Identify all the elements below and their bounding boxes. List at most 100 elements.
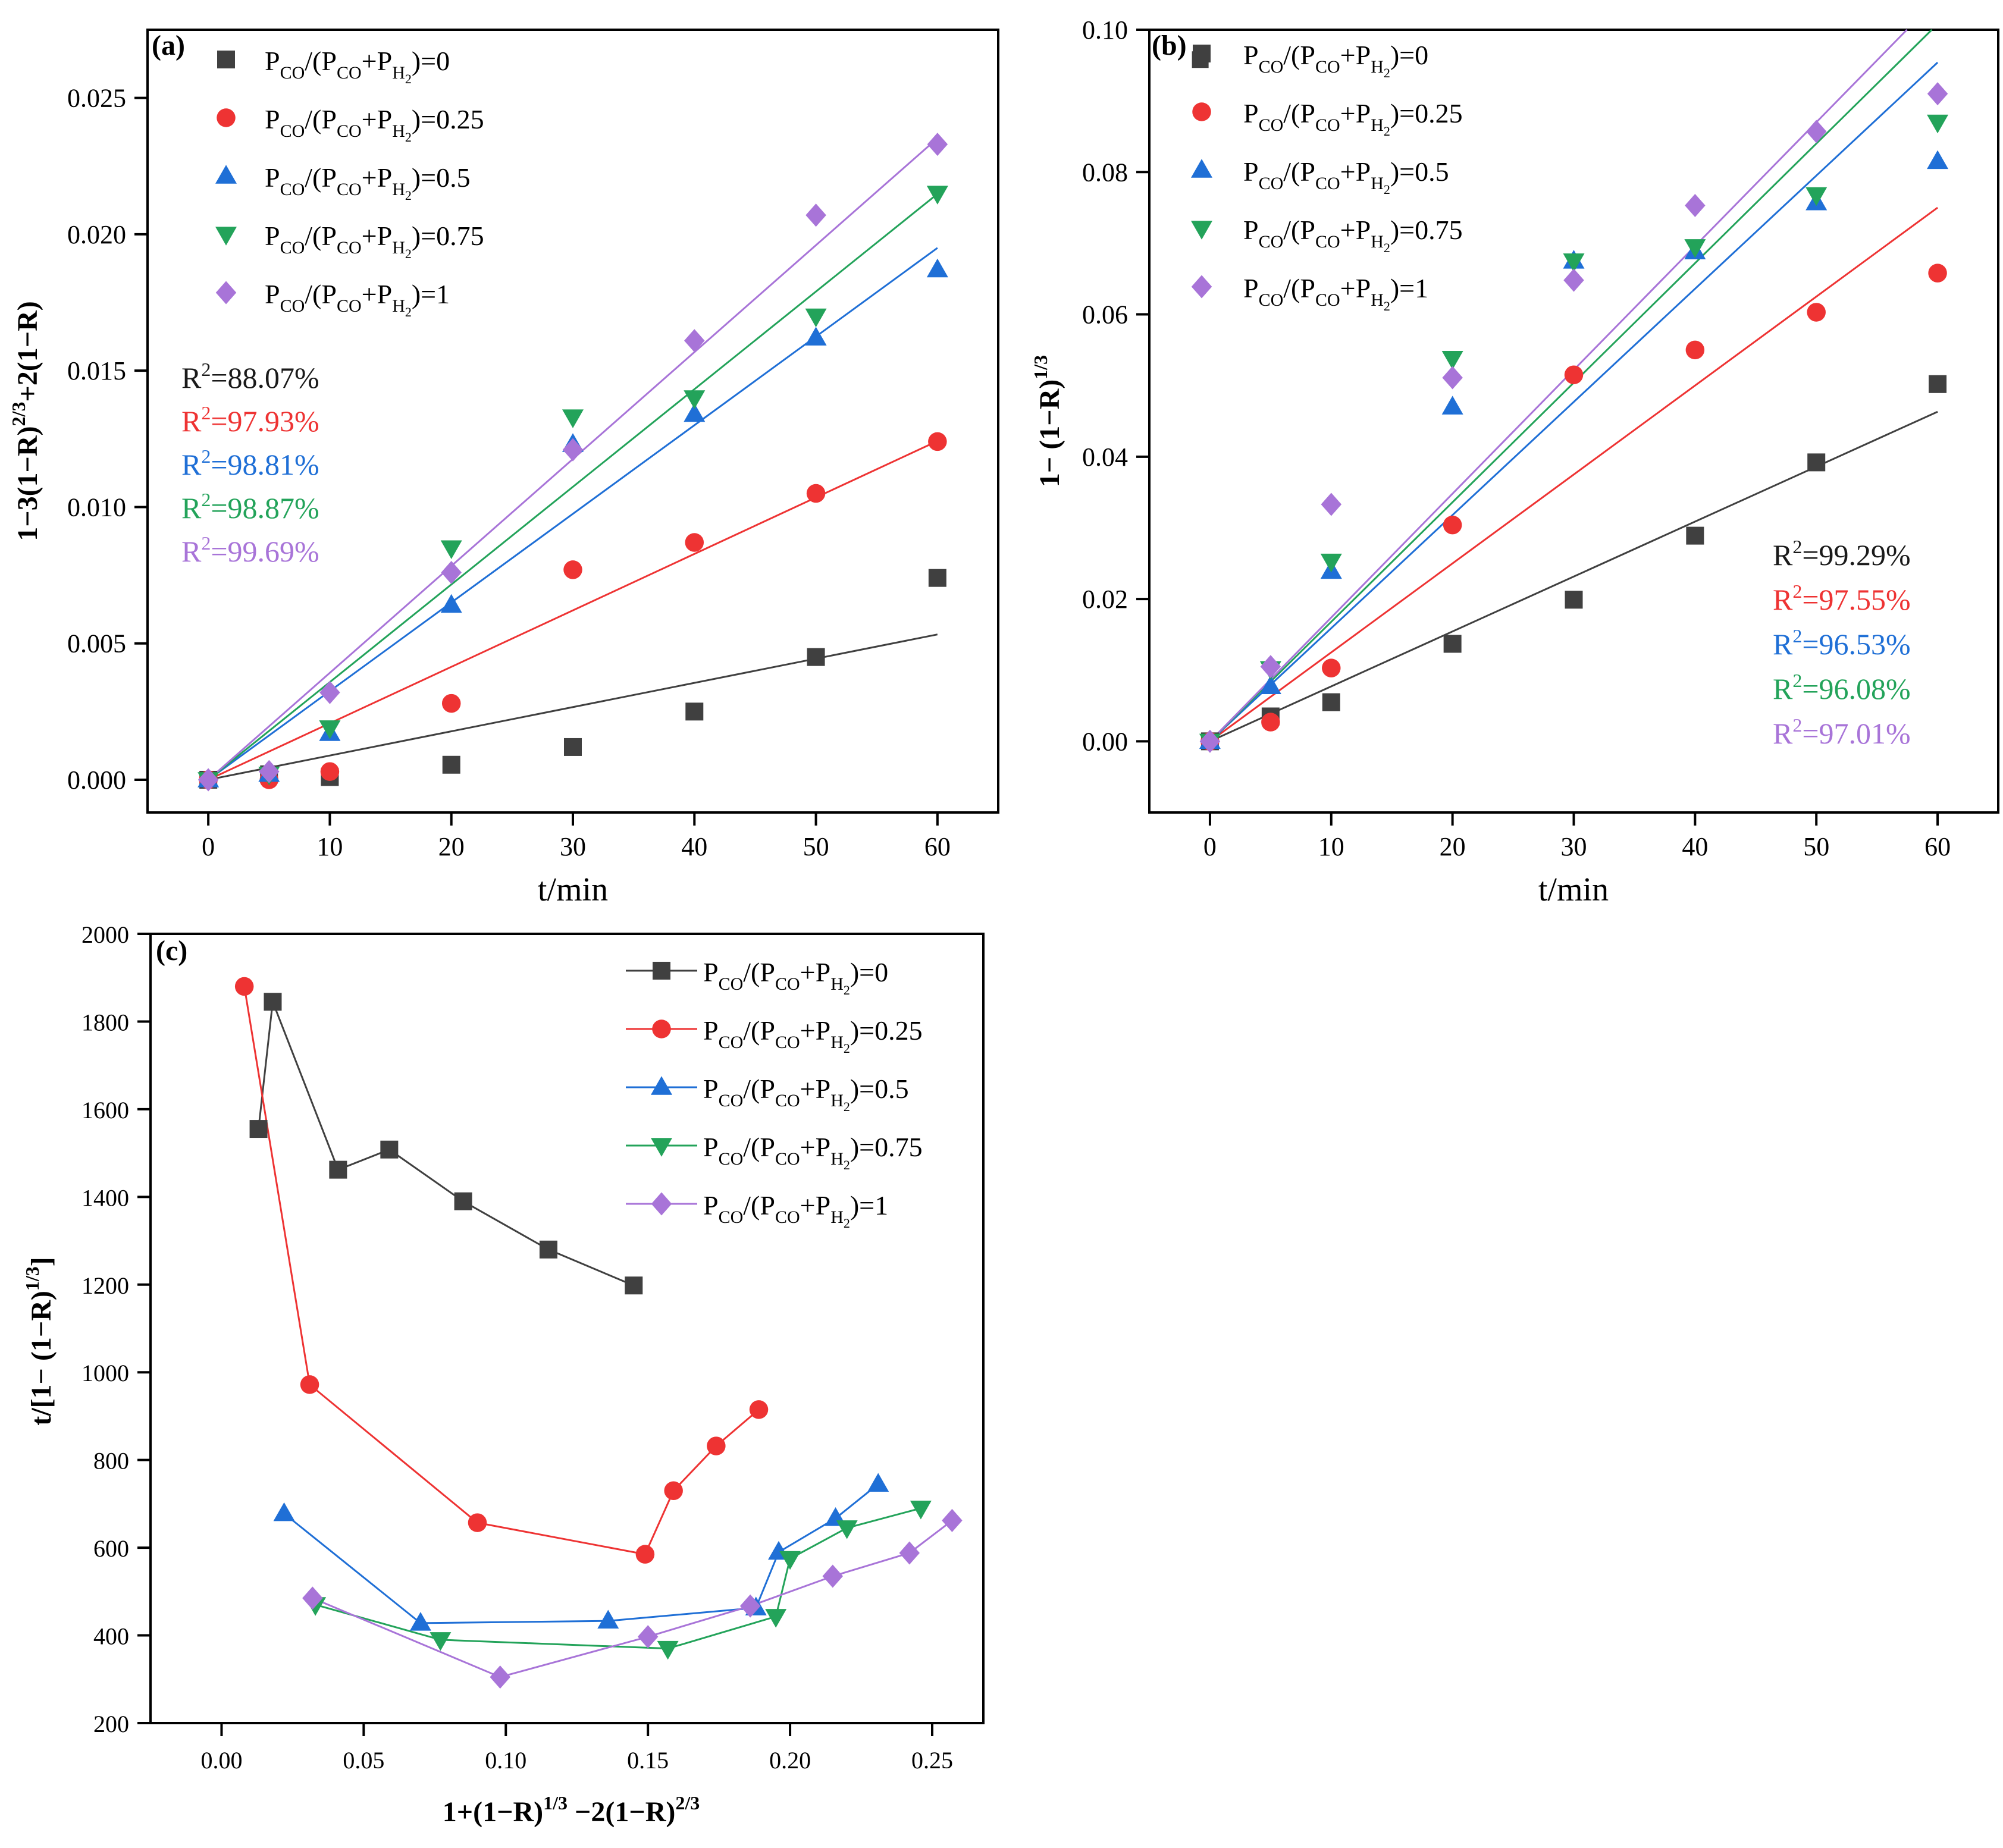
point-b-s0: [1322, 693, 1340, 711]
b-y-tick-label: 0.00: [1082, 727, 1128, 756]
point-a-s2: [926, 258, 948, 278]
point-b-s4: [1321, 492, 1342, 516]
point-a-s0: [807, 648, 825, 666]
a-y-tick-label: 0.005: [67, 629, 126, 658]
r2-a-2: R2=98.81%: [181, 445, 319, 481]
point-c-s1: [664, 1481, 683, 1501]
point-a-s2: [805, 327, 827, 346]
point-c-s2: [273, 1502, 295, 1521]
legend-marker-a-0: [217, 51, 235, 68]
point-c-s2: [597, 1609, 619, 1629]
c-y-tick-label: 600: [93, 1535, 129, 1562]
a-x-tick-label: 20: [438, 832, 465, 861]
point-a-s3: [805, 308, 827, 328]
a-x-tick-label: 40: [681, 832, 707, 861]
point-b-s3: [1927, 114, 1949, 134]
point-a-s2: [684, 403, 706, 422]
legend-marker-a-3: [215, 227, 237, 246]
legend-marker-b-2: [1191, 159, 1212, 178]
plot-frame-c: [149, 933, 985, 1724]
a-y-tick-label: 0.000: [67, 765, 126, 795]
point-b-s4: [1199, 729, 1221, 753]
point-b-s1: [1261, 713, 1280, 732]
x-axis-title-b: t/min: [1538, 871, 1609, 908]
a-x-tick-label: 60: [924, 832, 951, 861]
point-a-s4: [198, 768, 219, 792]
fit-line-b-1: [1209, 206, 1938, 742]
c-y-tick-label: 1000: [82, 1360, 129, 1386]
point-c-s1: [468, 1513, 487, 1532]
legend-marker-b-0: [1193, 45, 1211, 62]
b-x-tick-label: 10: [1318, 832, 1344, 861]
point-b-s4: [1563, 268, 1584, 292]
panel-label-b: (b): [1152, 30, 1187, 61]
point-c-s4: [739, 1594, 761, 1618]
y-axis-title-a: 1−3(1−R)2/3+2(1−R): [8, 301, 43, 541]
point-a-s2: [440, 594, 462, 613]
b-y-tick-label: 0.02: [1082, 585, 1128, 614]
c-x-tick-label: 0.05: [343, 1747, 384, 1774]
point-a-s3: [926, 186, 948, 205]
a-y-tick-label: 0.010: [67, 492, 126, 522]
point-b-s3: [1805, 187, 1828, 206]
c-y-tick-label: 200: [93, 1711, 129, 1737]
point-c-s2: [409, 1612, 431, 1631]
r2-b-4: R2=97.01%: [1773, 714, 1911, 750]
point-c-s0: [264, 993, 282, 1011]
point-b-s3: [1441, 350, 1463, 370]
point-a-s1: [320, 762, 340, 781]
point-a-s3: [440, 540, 462, 559]
point-a-s4: [441, 560, 462, 584]
a-y-tick-label: 0.020: [67, 220, 126, 249]
b-x-tick-label: 20: [1440, 832, 1466, 861]
b-y-tick-label: 0.04: [1082, 443, 1128, 472]
point-a-s0: [564, 738, 582, 756]
b-x-tick-label: 0: [1203, 832, 1217, 861]
legend-marker-a-2: [215, 165, 237, 184]
fit-line-b-3: [1209, 29, 1933, 742]
point-c-s3: [765, 1609, 787, 1628]
point-b-s3: [1563, 253, 1585, 272]
point-a-s4: [562, 438, 584, 462]
c-x-tick-label: 0.00: [200, 1747, 242, 1774]
a-x-tick-label: 50: [803, 832, 829, 861]
legend-label-c-4: PCO/(PCO+PH2)=1: [703, 1190, 888, 1231]
b-x-tick-label: 50: [1803, 832, 1829, 861]
point-c-s0: [625, 1276, 643, 1295]
c-y-tick-label: 1200: [82, 1272, 129, 1299]
r2-a-1: R2=97.93%: [181, 402, 319, 438]
b-x-tick-label: 30: [1561, 832, 1587, 861]
point-c-s1: [749, 1400, 769, 1419]
point-c-s0: [249, 1120, 268, 1138]
b-y-tick-label: 0.06: [1082, 300, 1128, 330]
point-b-s1: [1928, 263, 1947, 283]
point-c-s4: [899, 1541, 920, 1565]
c-y-tick-label: 1600: [82, 1097, 129, 1124]
legend-marker-c-2: [651, 1076, 672, 1095]
point-a-s4: [805, 203, 826, 227]
point-c-s0: [539, 1240, 557, 1259]
legend-marker-a-4: [215, 281, 237, 305]
c-x-tick-label: 0.25: [911, 1747, 953, 1774]
point-b-s4: [1927, 82, 1948, 106]
legend-label-a-3: PCO/(PCO+PH2)=0.75: [265, 221, 484, 261]
point-b-s1: [1807, 303, 1826, 322]
legend-marker-c-1: [652, 1019, 671, 1038]
point-a-s1: [685, 533, 704, 552]
point-a-s3: [562, 409, 584, 428]
legend-marker-c-0: [653, 962, 670, 980]
a-y-tick-label: 0.025: [67, 84, 126, 113]
point-b-s4: [1805, 120, 1827, 143]
fit-line-b-4: [1209, 29, 1908, 742]
point-c-s3: [657, 1640, 679, 1660]
point-b-s4: [1442, 366, 1463, 390]
point-c-s1: [300, 1375, 319, 1394]
point-c-s4: [942, 1508, 963, 1532]
point-b-s1: [1685, 340, 1705, 360]
legend-marker-b-4: [1191, 275, 1212, 299]
b-x-tick-label: 60: [1924, 832, 1951, 861]
legend-marker-b-1: [1192, 102, 1211, 121]
point-b-s4: [1685, 194, 1706, 218]
point-a-s0: [442, 755, 460, 774]
b-x-tick-label: 40: [1682, 832, 1708, 861]
